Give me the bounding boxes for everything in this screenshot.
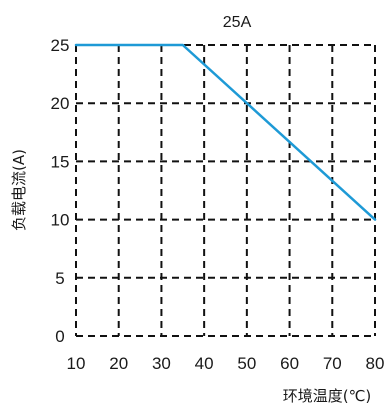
- x-tick-label-70: 70: [323, 354, 342, 373]
- x-tick-label-30: 30: [152, 354, 171, 373]
- series-group: [74, 43, 377, 221]
- x-tick-label-10: 10: [67, 354, 86, 373]
- x-axis-title: 环境温度(℃): [283, 387, 372, 404]
- x-tick-label-80: 80: [366, 354, 385, 373]
- y-tick-labels: 0 5 10 15 20 25: [51, 36, 70, 346]
- grid-lines: [75, 44, 376, 337]
- y-tick-label-20: 20: [51, 94, 70, 113]
- x-tick-labels: 10 20 30 40 50 60 70 80: [67, 354, 385, 373]
- chart-title: 25A: [223, 14, 252, 31]
- x-tick-label-50: 50: [237, 354, 256, 373]
- x-tick-label-60: 60: [280, 354, 299, 373]
- y-tick-label-5: 5: [55, 269, 64, 288]
- y-tick-label-0: 0: [55, 327, 64, 346]
- y-tick-label-10: 10: [51, 211, 70, 230]
- series-line-0: [74, 43, 377, 221]
- x-tick-label-20: 20: [109, 354, 128, 373]
- y-axis-title: 负载电流(A): [10, 149, 28, 231]
- y-tick-label-15: 15: [51, 152, 70, 171]
- y-tick-label-25: 25: [51, 36, 70, 55]
- x-tick-label-40: 40: [195, 354, 214, 373]
